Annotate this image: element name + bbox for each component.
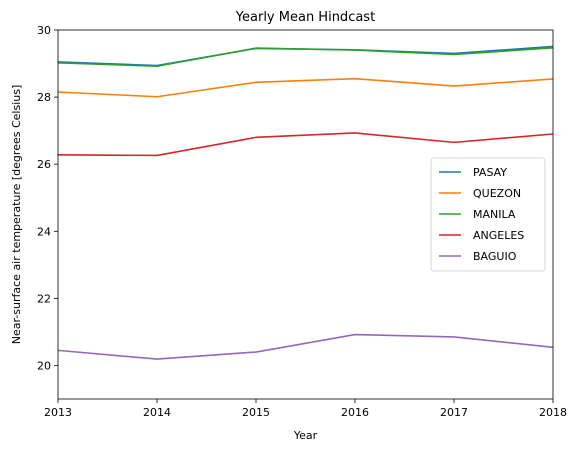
series-line-manila (57, 46, 554, 68)
legend-label-quezon: QUEZON (473, 187, 521, 200)
chart-title: Yearly Mean Hindcast (235, 10, 375, 25)
legend-label-manila: MANILA (473, 208, 516, 221)
y-tick-label: 30 (37, 24, 51, 37)
x-tick-label: 2017 (440, 406, 468, 419)
y-tick-label: 24 (37, 225, 51, 238)
legend-label-angeles: ANGELES (473, 229, 524, 242)
x-tick-label: 2015 (242, 406, 270, 419)
x-tick-label: 2018 (539, 406, 567, 419)
series-line-quezon (57, 77, 554, 98)
legend-label-pasay: PASAY (473, 166, 507, 179)
x-axis: 2013 2014 2015 2016 2017 2018 (44, 399, 567, 419)
y-tick-label: 20 (37, 359, 51, 372)
y-axis-label: Near-surface air temperature [degrees Ce… (10, 85, 23, 344)
y-tick-label: 28 (37, 91, 51, 104)
legend-label-baguio: BAGUIO (473, 250, 517, 263)
plot-area-frame (57, 29, 554, 400)
legend: PASAY QUEZON MANILA ANGELES BAGUIO (430, 157, 546, 272)
series-line-baguio (57, 333, 554, 360)
x-axis-label: Year (293, 429, 318, 442)
series-line-angeles (57, 132, 554, 157)
legend-box (430, 157, 546, 272)
y-tick-label: 22 (37, 292, 51, 305)
x-tick-label: 2016 (341, 406, 369, 419)
x-tick-label: 2014 (143, 406, 171, 419)
y-tick-label: 26 (37, 158, 51, 171)
series-layer (57, 45, 554, 360)
x-tick-label: 2013 (44, 406, 72, 419)
y-axis: 20 22 24 26 28 30 (37, 24, 58, 372)
